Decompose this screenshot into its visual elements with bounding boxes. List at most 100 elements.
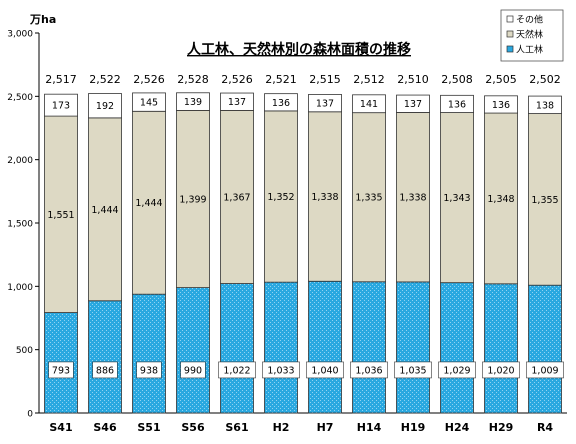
value-label-box	[394, 361, 432, 379]
bar-natural-R4	[528, 113, 562, 286]
x-tick-label: H2	[273, 421, 290, 434]
value-label: 1,033	[267, 365, 294, 376]
x-tick-label: H29	[489, 421, 514, 434]
value-label: 886	[96, 365, 114, 376]
legend-label: 天然林	[516, 29, 543, 41]
legend-swatch	[506, 45, 514, 53]
y-tick-label: 2,500	[7, 93, 33, 103]
value-label-box	[438, 361, 476, 379]
value-label: 1,343	[443, 193, 470, 204]
bar-other-S56	[176, 92, 210, 111]
value-label: 990	[184, 365, 202, 376]
bar-other-S46	[88, 93, 122, 119]
bar-planted-H7	[308, 280, 342, 414]
bar-other-H7	[308, 94, 342, 113]
bar-natural-S41	[44, 115, 78, 313]
bar-natural-S51	[132, 110, 166, 295]
value-label-box	[526, 361, 564, 379]
value-label-box	[218, 361, 256, 379]
x-tick-label: R4	[537, 421, 553, 434]
value-label: 1,020	[487, 365, 514, 376]
value-label: 1,444	[91, 205, 118, 216]
bar-natural-H2	[264, 110, 298, 283]
value-label: 793	[52, 365, 70, 376]
total-label: 2,522	[89, 73, 121, 86]
total-label: 2,508	[441, 73, 473, 86]
bar-planted-H29	[484, 283, 518, 414]
total-label: 2,517	[45, 73, 77, 86]
x-tick-label: H14	[357, 421, 382, 434]
bar-planted-H14	[352, 281, 386, 414]
total-label: 2,512	[353, 73, 385, 86]
y-tick-label: 3,000	[7, 30, 33, 40]
value-label: 1,009	[531, 365, 558, 376]
bar-natural-H24	[440, 112, 474, 284]
value-label: 1,551	[47, 210, 74, 221]
bar-natural-H14	[352, 112, 386, 283]
value-label: 1,367	[223, 192, 250, 203]
value-label-box	[180, 361, 206, 379]
bar-planted-H24	[440, 282, 474, 414]
bar-planted-H19	[396, 281, 430, 414]
bar-planted-R4	[528, 284, 562, 414]
total-label: 2,515	[309, 73, 341, 86]
legend-label: その他	[516, 14, 543, 26]
bar-other-H14	[352, 94, 386, 114]
bar-natural-H19	[396, 112, 430, 283]
value-label: 1,399	[179, 194, 206, 205]
bar-planted-S61	[220, 283, 254, 414]
bar-planted-S46	[88, 300, 122, 414]
value-label: 173	[52, 101, 70, 112]
legend-swatch	[506, 15, 514, 23]
bar-other-H2	[264, 93, 298, 112]
value-label: 1,040	[311, 365, 338, 376]
value-label-box	[350, 361, 388, 379]
bar-other-S41	[44, 93, 78, 117]
bar-other-H19	[396, 94, 430, 113]
value-label: 145	[140, 98, 158, 109]
total-label: 2,502	[529, 73, 561, 86]
bar-natural-S56	[176, 109, 210, 288]
value-label: 1,355	[531, 195, 558, 206]
bar-planted-H2	[264, 281, 298, 414]
bar-other-H29	[484, 95, 518, 114]
value-label-box	[92, 361, 118, 379]
bar-other-S51	[132, 92, 166, 112]
x-tick-label: S61	[225, 421, 248, 434]
bar-natural-H7	[308, 111, 342, 282]
x-tick-label: S51	[137, 421, 160, 434]
total-label: 2,510	[397, 73, 429, 86]
legend-label: 人工林	[516, 44, 543, 56]
value-label: 938	[140, 365, 158, 376]
value-label: 1,348	[487, 194, 514, 205]
bar-other-S61	[220, 92, 254, 111]
total-label: 2,528	[177, 73, 209, 86]
y-tick-label: 1,000	[7, 283, 33, 293]
chart-title: 人工林、天然林別の森林面積の推移	[187, 41, 411, 58]
value-label: 1,338	[311, 192, 338, 203]
bar-natural-S61	[220, 109, 254, 284]
value-label-box	[136, 361, 162, 379]
total-label: 2,526	[133, 73, 165, 86]
value-label: 137	[404, 99, 422, 110]
bar-other-H24	[440, 94, 474, 113]
value-label: 136	[448, 99, 466, 110]
x-tick-label: H24	[445, 421, 470, 434]
value-label: 192	[96, 101, 114, 112]
value-label: 141	[360, 99, 378, 110]
value-label: 1,035	[399, 365, 426, 376]
x-tick-label: S56	[181, 421, 205, 434]
value-label: 1,444	[135, 198, 162, 209]
total-label: 2,505	[485, 73, 517, 86]
value-label: 1,352	[267, 192, 294, 203]
value-label: 136	[272, 98, 290, 109]
total-label: 2,526	[221, 73, 253, 86]
value-label: 1,022	[223, 365, 250, 376]
value-label: 136	[492, 100, 510, 111]
value-label-box	[306, 361, 344, 379]
y-tick-label: 1,500	[7, 220, 33, 230]
legend-swatch	[506, 30, 514, 38]
value-label: 1,029	[443, 365, 470, 376]
